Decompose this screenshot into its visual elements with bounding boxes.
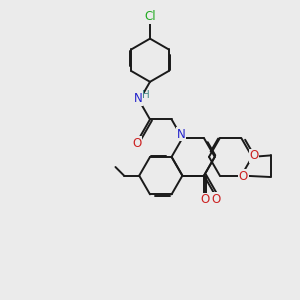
Text: O: O	[239, 170, 248, 183]
Text: O: O	[133, 136, 142, 150]
Text: O: O	[250, 149, 259, 162]
Text: Cl: Cl	[144, 10, 156, 23]
Text: O: O	[200, 194, 210, 206]
Text: N: N	[177, 128, 186, 141]
Text: H: H	[142, 90, 150, 100]
Text: O: O	[211, 193, 220, 206]
Text: N: N	[134, 92, 142, 105]
